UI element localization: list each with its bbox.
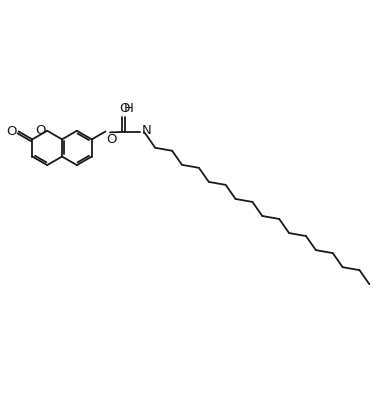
Text: O: O [119, 102, 129, 115]
Text: H: H [124, 102, 134, 115]
Text: N: N [142, 124, 152, 137]
Text: O: O [35, 124, 45, 137]
Text: O: O [7, 125, 17, 138]
Text: O: O [106, 133, 116, 146]
